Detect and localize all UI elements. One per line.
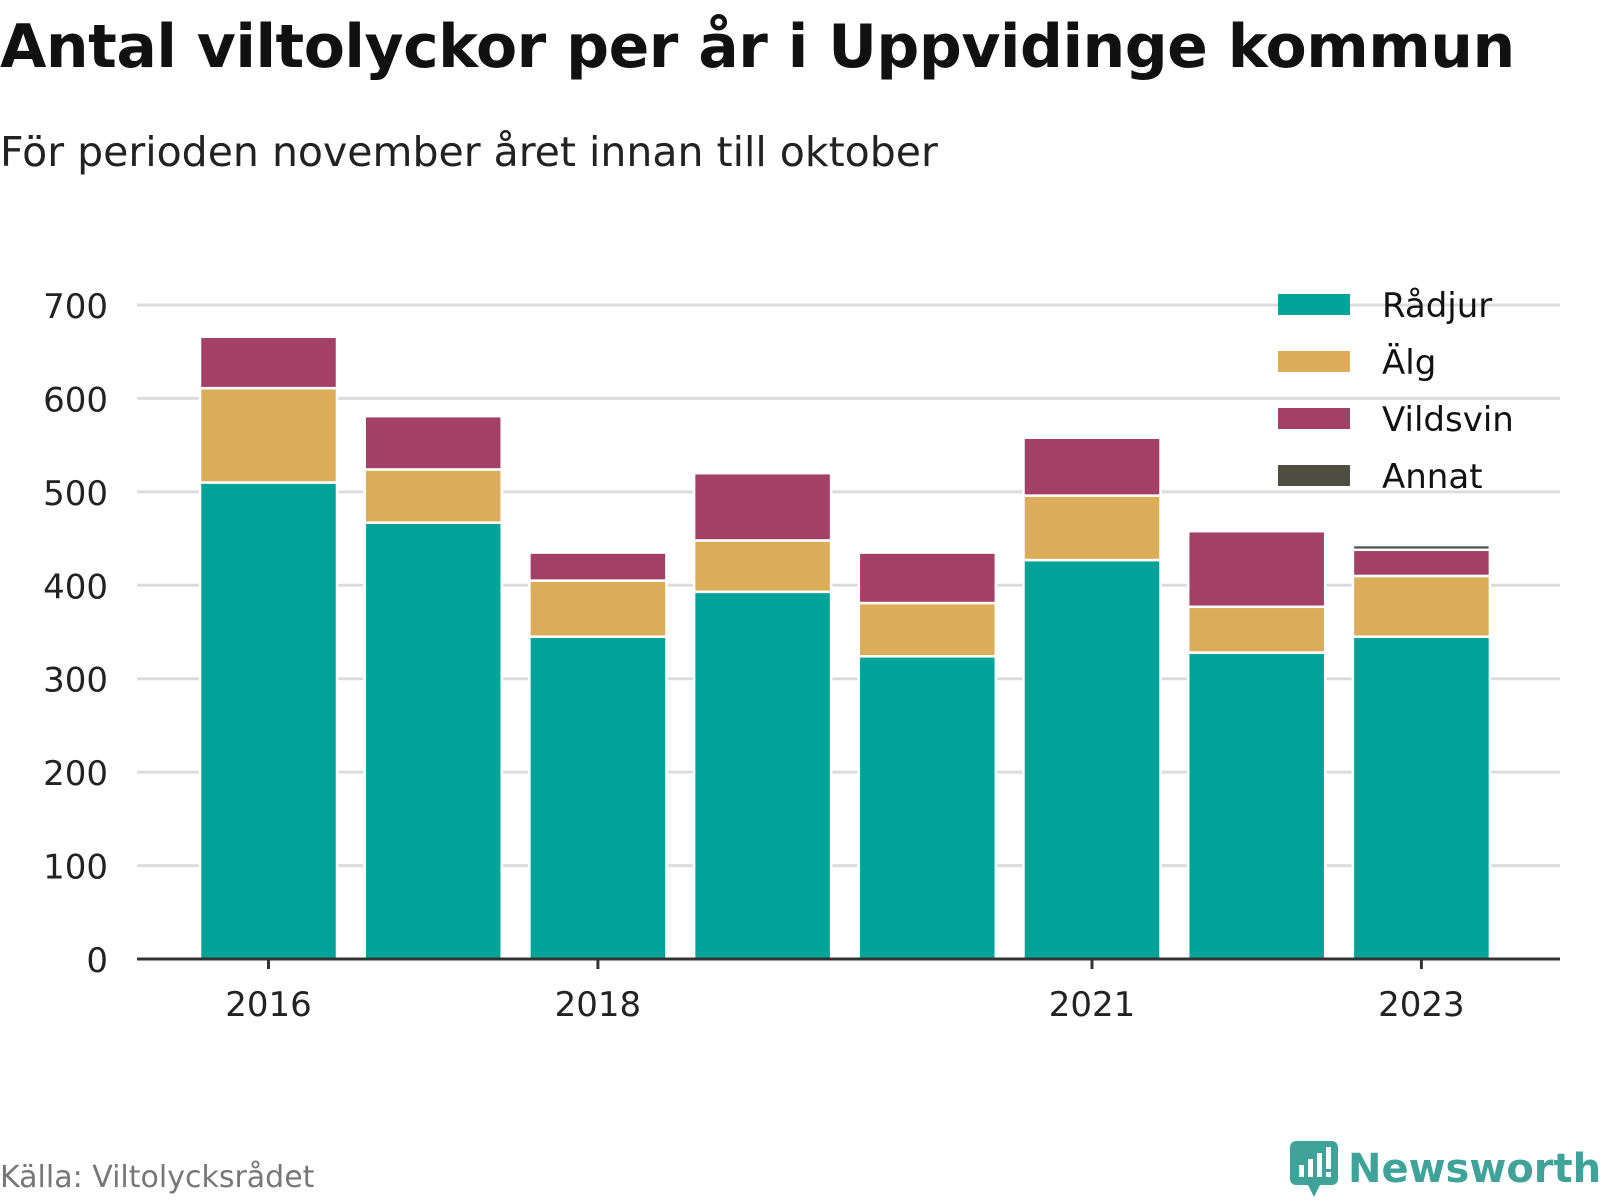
y-tick-label: 500 (43, 474, 108, 514)
bar-segment (363, 468, 503, 524)
legend-swatch (1278, 408, 1350, 429)
brand-logo: Newsworthy (1290, 1138, 1600, 1200)
bar-segment (1351, 543, 1492, 552)
bar-segment (1186, 529, 1327, 609)
legend: Rådjur Älg Vildsvin Annat (1278, 286, 1514, 497)
bar-segment (528, 635, 668, 961)
x-tick-label: 2016 (225, 985, 312, 1025)
bar-segment (1351, 574, 1492, 638)
y-tick-label: 0 (86, 941, 108, 981)
gridlines (137, 303, 1560, 868)
bar-segment (1022, 434, 1162, 439)
bar-segment (1186, 651, 1327, 961)
bar-segment (1351, 548, 1492, 578)
bar-segment (692, 590, 833, 961)
y-axis-tick-labels: 0 100 200 300 400 500 600 700 (43, 287, 108, 981)
bar-segment (1022, 558, 1162, 961)
legend-swatch (1278, 465, 1350, 486)
bar-segment (692, 539, 833, 594)
bar-segment (363, 414, 503, 471)
legend-label: Annat (1382, 457, 1483, 497)
bars (198, 335, 1492, 961)
x-tick-label: 2023 (1378, 985, 1465, 1025)
bar-segment (528, 579, 668, 638)
bar-segment (857, 655, 998, 961)
bar-segment (198, 386, 339, 484)
bar-segment (1351, 635, 1492, 961)
x-tick-label: 2021 (1049, 985, 1136, 1025)
legend-swatch (1278, 351, 1350, 372)
bar-segment (857, 601, 998, 658)
bar-segment (857, 551, 998, 605)
source-note: Källa: Viltolycksrådet (0, 1160, 315, 1195)
bar-segment (198, 481, 339, 961)
x-tick-label: 2018 (555, 985, 642, 1025)
y-tick-label: 100 (43, 848, 108, 888)
legend-label: Älg (1382, 343, 1436, 383)
bar-segment (363, 521, 503, 961)
legend-label: Rådjur (1382, 286, 1492, 326)
newsworthy-logo-icon (1290, 1141, 1338, 1197)
y-tick-label: 200 (43, 754, 108, 794)
chart-subtitle: För perioden november året innan till ok… (0, 128, 938, 176)
brand-name: Newsworthy (1348, 1146, 1600, 1192)
y-tick-label: 700 (43, 287, 108, 327)
y-tick-label: 300 (43, 661, 108, 701)
bar-segment (1186, 527, 1327, 533)
legend-label: Vildsvin (1382, 400, 1514, 440)
legend-swatch (1278, 294, 1350, 315)
bar-segment (1022, 494, 1162, 562)
bar-segment (198, 335, 339, 390)
x-axis: 2016 2018 2021 2023 (137, 957, 1560, 1025)
chart-title: Antal viltolyckor per år i Uppvidinge ko… (0, 12, 1515, 82)
bar-segment (692, 471, 833, 542)
bar-segment (528, 551, 668, 582)
y-tick-label: 400 (43, 567, 108, 607)
bar-segment (1186, 605, 1327, 654)
bar-segment (1022, 436, 1162, 497)
y-tick-label: 600 (43, 380, 108, 420)
